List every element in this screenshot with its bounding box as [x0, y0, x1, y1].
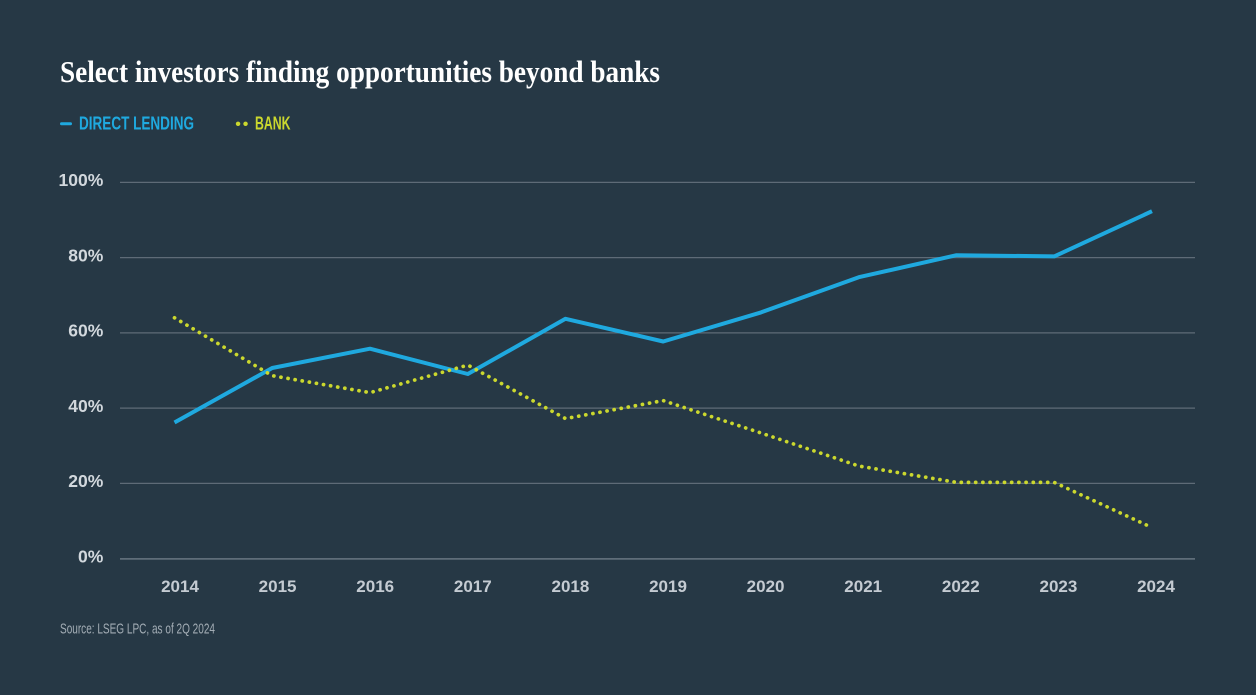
svg-text:2021: 2021	[844, 577, 882, 596]
svg-text:20%: 20%	[68, 471, 103, 491]
svg-text:Select investors finding oppor: Select investors finding opportunities b…	[60, 54, 660, 89]
svg-text:2024: 2024	[1137, 577, 1175, 596]
svg-text:2022: 2022	[942, 577, 980, 596]
svg-text:DIRECT LENDING: DIRECT LENDING	[79, 114, 194, 134]
svg-text:2014: 2014	[161, 577, 199, 596]
svg-text:2020: 2020	[747, 577, 785, 596]
svg-text:100%: 100%	[59, 170, 104, 190]
svg-text:80%: 80%	[68, 245, 103, 265]
svg-text:2019: 2019	[649, 577, 687, 596]
svg-text:2015: 2015	[259, 577, 297, 596]
svg-text:2023: 2023	[1039, 577, 1077, 596]
svg-text:60%: 60%	[68, 321, 103, 341]
svg-text:2016: 2016	[356, 577, 394, 596]
svg-text:BANK: BANK	[255, 114, 291, 134]
svg-text:2017: 2017	[454, 577, 492, 596]
svg-text:40%: 40%	[68, 396, 103, 416]
svg-text:0%: 0%	[78, 546, 104, 566]
svg-text:Source: LSEG LPC, as of 2Q 202: Source: LSEG LPC, as of 2Q 2024	[60, 622, 215, 638]
svg-text:2018: 2018	[551, 577, 589, 596]
